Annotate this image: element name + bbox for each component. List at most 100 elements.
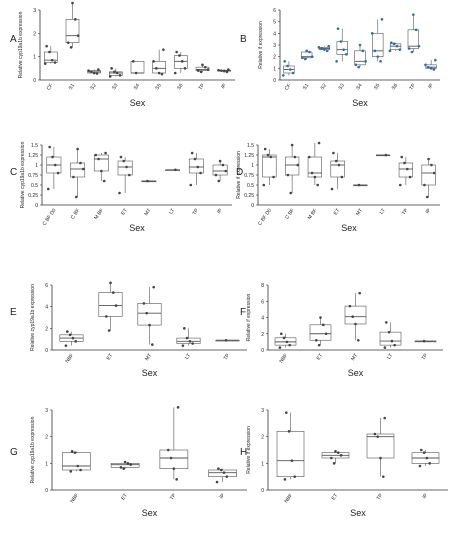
x-axis-label: Sex: [352, 98, 368, 108]
y-tick-label: 2: [45, 435, 48, 441]
data-point: [325, 49, 329, 53]
data-point: [434, 58, 437, 62]
box-tp: [188, 151, 204, 187]
iqr-box: [70, 162, 86, 178]
x-tick-label: MT: [355, 208, 364, 217]
data-point: [357, 338, 360, 342]
x-tick-label: ET: [333, 208, 342, 217]
iqr-box: [407, 29, 419, 49]
box-tp: [407, 13, 421, 54]
data-point: [174, 168, 177, 172]
x-tick-label: LT: [168, 208, 176, 216]
box-cf: [281, 60, 295, 77]
box-tp: [398, 155, 413, 187]
data-point: [269, 155, 273, 159]
box-tp: [195, 63, 210, 74]
data-point: [339, 40, 343, 43]
y-tick-label: 0.25: [244, 193, 254, 199]
box-ip: [217, 68, 231, 74]
y-tick-label: 2: [33, 31, 36, 37]
data-point: [43, 62, 47, 65]
data-point: [95, 72, 99, 75]
data-point: [364, 60, 367, 63]
y-tick-label: 2: [45, 326, 48, 332]
iqr-box: [212, 164, 228, 176]
iqr-box: [398, 162, 413, 178]
data-point: [428, 462, 432, 465]
x-tick-label: S5: [373, 83, 382, 92]
data-point: [420, 448, 423, 452]
data-point: [100, 169, 103, 173]
data-point: [176, 406, 180, 409]
data-point: [185, 336, 189, 340]
data-point: [217, 467, 220, 470]
iqr-box: [159, 449, 189, 469]
data-point: [348, 304, 352, 308]
iqr-box: [174, 55, 188, 69]
x-tick-label: ET: [120, 493, 129, 502]
box-tp: [366, 416, 395, 478]
data-point: [114, 304, 118, 307]
data-point: [266, 153, 270, 157]
data-point: [76, 464, 80, 468]
box-et: [110, 460, 140, 470]
box-s4: [130, 60, 145, 75]
data-point: [155, 67, 158, 70]
data-point: [188, 340, 192, 343]
data-point: [330, 187, 334, 191]
data-point: [405, 167, 409, 171]
y-tick-label: 3: [261, 408, 264, 414]
box-et: [309, 316, 332, 347]
x-tick-label: S4: [355, 83, 364, 92]
x-tick-label: ET: [316, 353, 325, 362]
data-point: [201, 63, 204, 67]
data-point: [73, 451, 77, 454]
y-axis-label: Relative if expression: [246, 294, 252, 342]
data-point: [417, 44, 421, 48]
data-point: [317, 141, 321, 145]
data-point: [53, 163, 57, 167]
data-point: [132, 60, 135, 63]
y-tick-label: 3: [273, 43, 276, 49]
data-point: [108, 75, 112, 78]
box-nbf: [274, 332, 297, 349]
data-point: [283, 60, 286, 63]
data-point: [317, 46, 321, 49]
x-tick-label: C BF: [284, 208, 295, 221]
data-point: [282, 336, 286, 340]
box-mt: [141, 179, 157, 183]
data-point: [425, 456, 429, 460]
data-point: [412, 13, 415, 16]
box-nbf: [59, 330, 84, 347]
data-point: [324, 332, 328, 336]
y-tick-label: 4: [45, 305, 48, 311]
data-point: [48, 50, 51, 54]
data-point: [358, 291, 362, 295]
x-tick-label: TP: [401, 207, 410, 216]
y-axis-label: Relative cyp19a1b expression: [30, 284, 36, 351]
data-point: [220, 69, 223, 72]
data-point: [222, 471, 226, 474]
iqr-box: [330, 160, 345, 178]
iqr-box: [344, 305, 367, 325]
data-point: [70, 450, 74, 453]
data-point: [385, 321, 388, 324]
y-tick-label: 0: [45, 488, 48, 494]
data-point: [382, 475, 385, 478]
data-point: [102, 179, 106, 183]
data-point: [204, 65, 207, 69]
y-tick-label: 0: [251, 203, 254, 209]
y-tick-label: 0.5: [31, 183, 38, 189]
panel-a: A 0 1 2 3 Relative cyp19a1b expression CF S1 S2 S…: [10, 1, 235, 108]
data-point: [193, 157, 197, 161]
data-point: [122, 159, 126, 163]
y-axis-label: Relative cyp19a1b expression: [18, 11, 24, 78]
data-point: [196, 165, 200, 169]
data-point: [373, 49, 377, 53]
x-tick-label: NBF: [64, 353, 75, 365]
data-point: [50, 58, 54, 62]
x-axis-label: Sex: [129, 223, 145, 233]
box-ip: [411, 448, 440, 468]
y-tick-label: 3: [33, 8, 36, 14]
y-tick-label: 1: [251, 163, 254, 169]
